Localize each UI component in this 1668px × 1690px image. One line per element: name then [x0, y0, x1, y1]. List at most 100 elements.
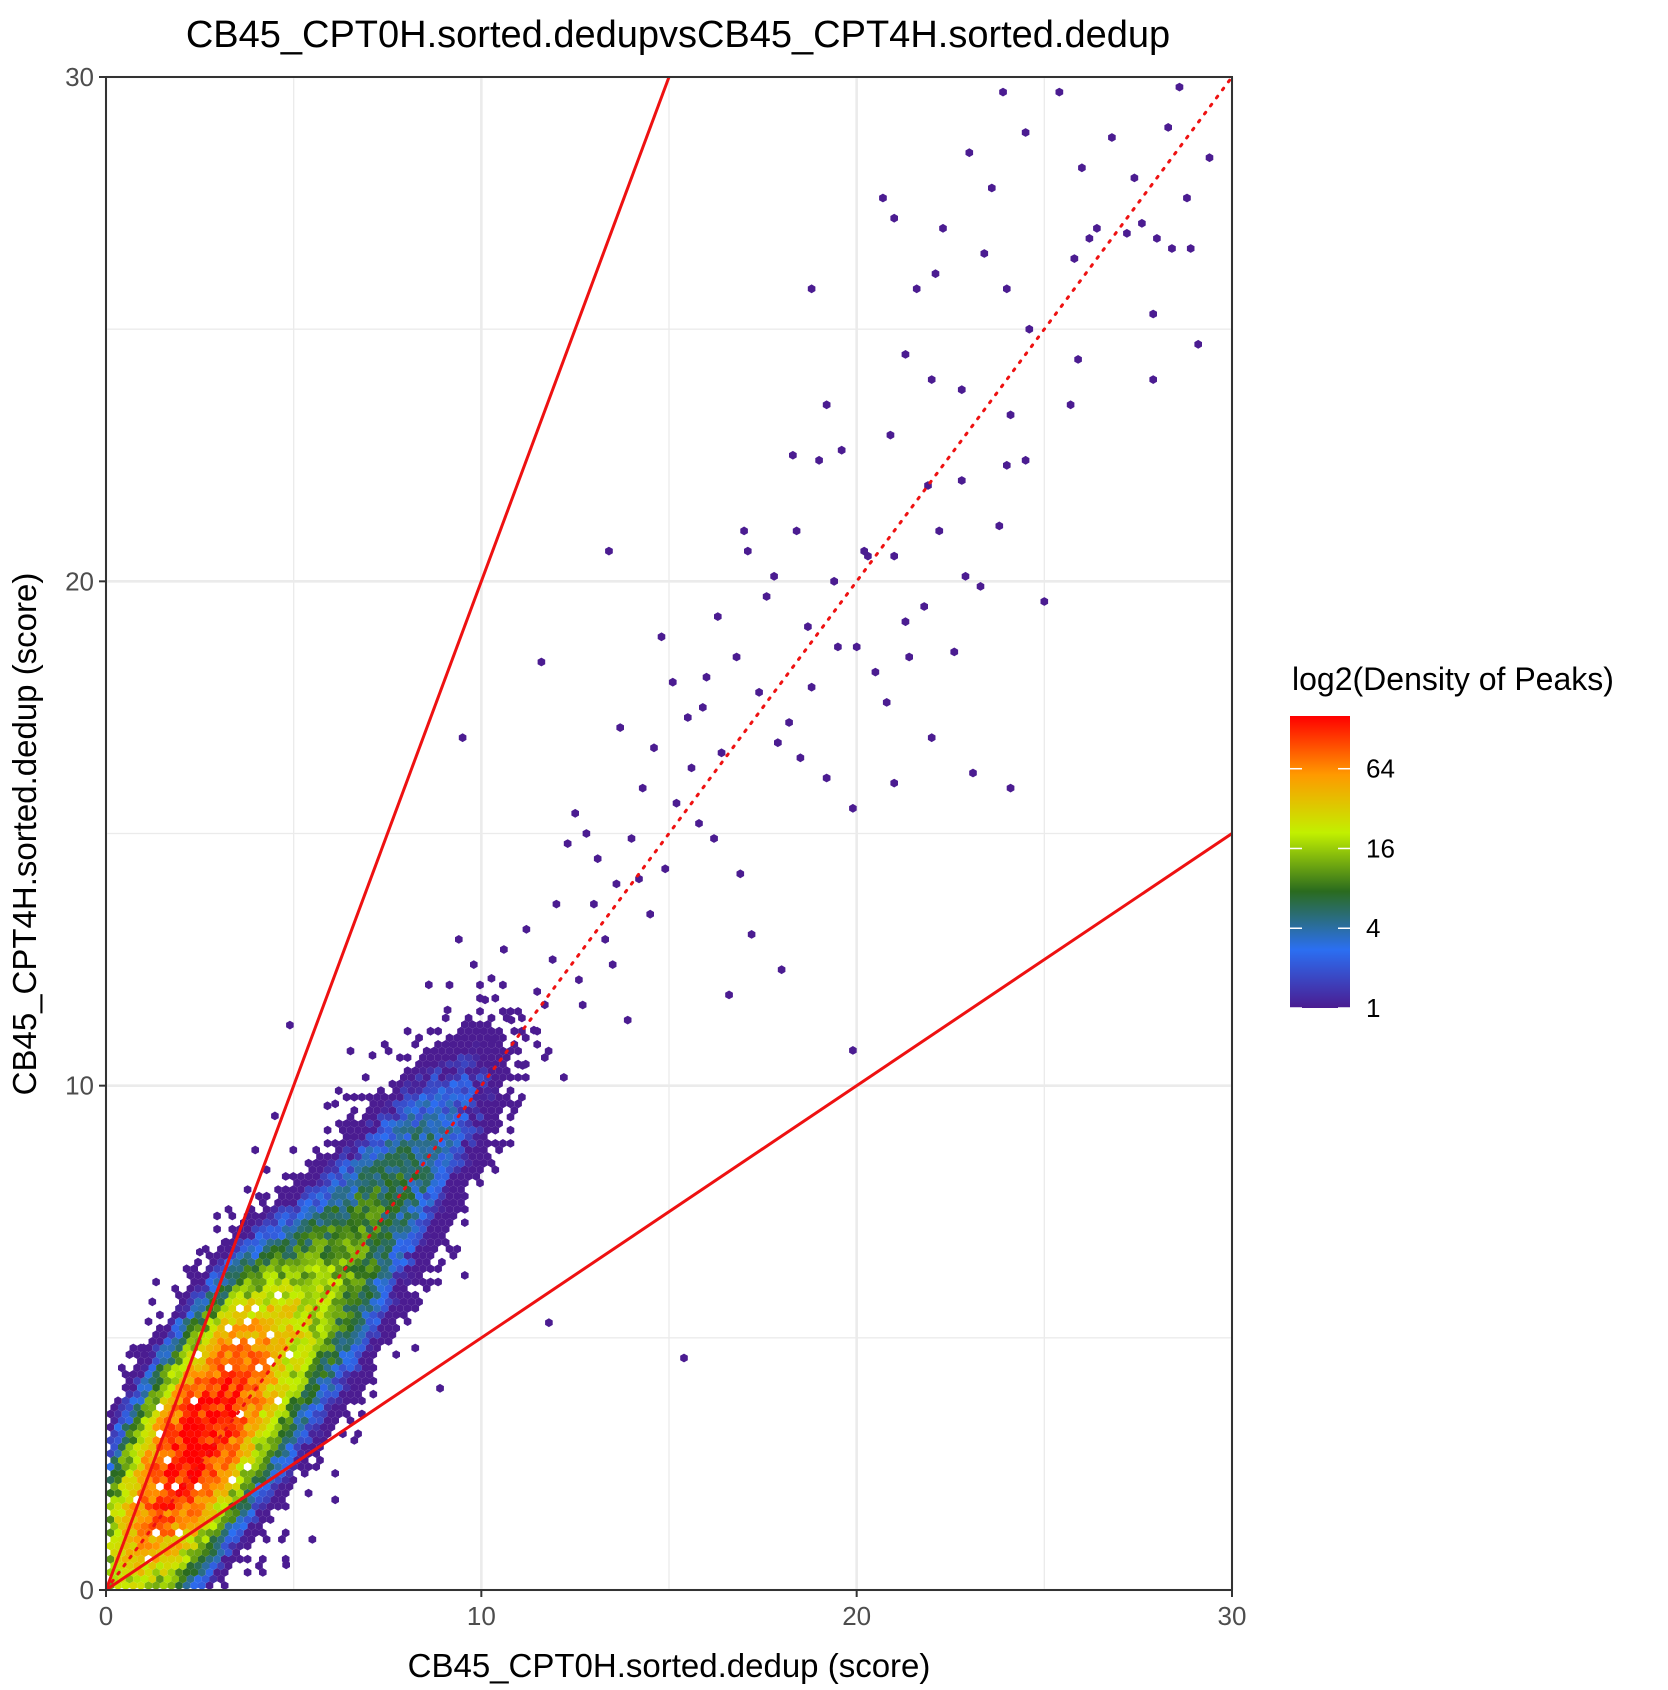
hexbin: [125, 1376, 134, 1386]
hexbin: [396, 1053, 404, 1062]
hexbin: [384, 1323, 393, 1333]
hexbin: [262, 1469, 271, 1478]
hexbin: [163, 1337, 172, 1346]
hexbin: [125, 1482, 134, 1491]
hexbin: [438, 1231, 446, 1241]
hexbin: [133, 1482, 141, 1491]
hexbin: [167, 1528, 176, 1538]
hexbin: [121, 1475, 130, 1485]
hexbin: [506, 1139, 515, 1148]
hexbin: [506, 1112, 515, 1122]
hexbin: [312, 1198, 320, 1208]
hexbin: [365, 1106, 374, 1115]
hexbin: [220, 1304, 229, 1313]
hexbin: [274, 1277, 282, 1287]
hexbin: [392, 1086, 400, 1095]
hexbin: [380, 1251, 389, 1260]
hexbin: [346, 1152, 355, 1161]
hexbin: [365, 1092, 374, 1102]
hexbin: [118, 1508, 126, 1518]
hexbin: [426, 1224, 435, 1234]
hexbin: [255, 1521, 263, 1531]
hexbin: [220, 1330, 229, 1340]
hexbin: [194, 1403, 202, 1412]
hexbin: [152, 1277, 160, 1287]
hexbin: [217, 1376, 225, 1386]
hexbin: [270, 1323, 279, 1333]
hexbin: [476, 1165, 484, 1175]
hexbin: [270, 1218, 279, 1227]
hexbin: [476, 1099, 484, 1109]
hexbin: [331, 1165, 339, 1175]
hexbin: [377, 1323, 385, 1333]
hexbin: [289, 1224, 298, 1234]
hexbin: [320, 1356, 328, 1366]
hexbin: [251, 1528, 259, 1538]
hexbin: [358, 1383, 366, 1392]
hexbin: [308, 1429, 317, 1439]
hexbin: [403, 1145, 412, 1155]
hexbin: [190, 1370, 198, 1379]
hexbin: [289, 1198, 298, 1208]
hexbin: [137, 1370, 145, 1379]
hexbin: [358, 1185, 366, 1194]
hexbin: [201, 1350, 210, 1359]
hexbin: [201, 1548, 210, 1557]
hexbin: [148, 1495, 157, 1505]
hexbin: [297, 1449, 305, 1458]
hexbin: [396, 1079, 404, 1089]
hexbin: [384, 1191, 393, 1201]
hexbin: [457, 1119, 465, 1128]
hexbin: [392, 1257, 400, 1267]
hexbin: [190, 1264, 198, 1274]
legend-label: 1: [1366, 993, 1380, 1023]
hexbin: [266, 1383, 275, 1392]
hexbin: [255, 1469, 263, 1478]
hexbin: [350, 1119, 359, 1128]
hexbin: [259, 1568, 267, 1577]
hexbin: [487, 1158, 496, 1168]
hexbin: [339, 1125, 347, 1135]
hexbin: [419, 1053, 427, 1062]
hexbin: [331, 1244, 339, 1254]
hexbin: [243, 1264, 252, 1274]
hexbin: [217, 1548, 225, 1557]
hexbin: [323, 1376, 332, 1386]
hexbin: [323, 1363, 332, 1373]
hexbin: [205, 1251, 214, 1260]
hexbin: [209, 1561, 218, 1571]
hexbin: [476, 1178, 484, 1188]
hexbin: [186, 1521, 195, 1531]
hexbin: [152, 1502, 160, 1511]
hexbin: [182, 1541, 191, 1551]
hexbin: [201, 1455, 210, 1465]
hexbin: [125, 1403, 134, 1412]
hexbin: [384, 1112, 393, 1122]
hexbin: [312, 1238, 320, 1247]
hexbin: [205, 1436, 214, 1445]
hexbin: [251, 1238, 259, 1247]
hexbin: [232, 1363, 240, 1373]
hexbin: [331, 1205, 339, 1214]
hexbin: [430, 1244, 439, 1254]
hexbin: [198, 1356, 206, 1366]
hexbin: [262, 1257, 271, 1267]
hexbin: [403, 1198, 412, 1208]
hexbin: [297, 1304, 305, 1313]
hexbin: [445, 1046, 454, 1056]
hexbin: [392, 1323, 400, 1333]
hexbin: [194, 1495, 202, 1505]
data-point: [879, 193, 887, 203]
hexbin: [148, 1416, 157, 1425]
data-point: [995, 521, 1004, 531]
hexbin: [358, 1158, 366, 1168]
hexbin: [384, 1099, 393, 1109]
hexbin: [323, 1139, 332, 1148]
hexbin: [415, 1191, 423, 1201]
hexbin: [388, 1145, 397, 1155]
hexbin: [342, 1211, 351, 1221]
hexbin: [213, 1422, 221, 1432]
data-point: [271, 1111, 279, 1121]
hexbin: [182, 1356, 191, 1366]
hexbin: [392, 1284, 400, 1293]
